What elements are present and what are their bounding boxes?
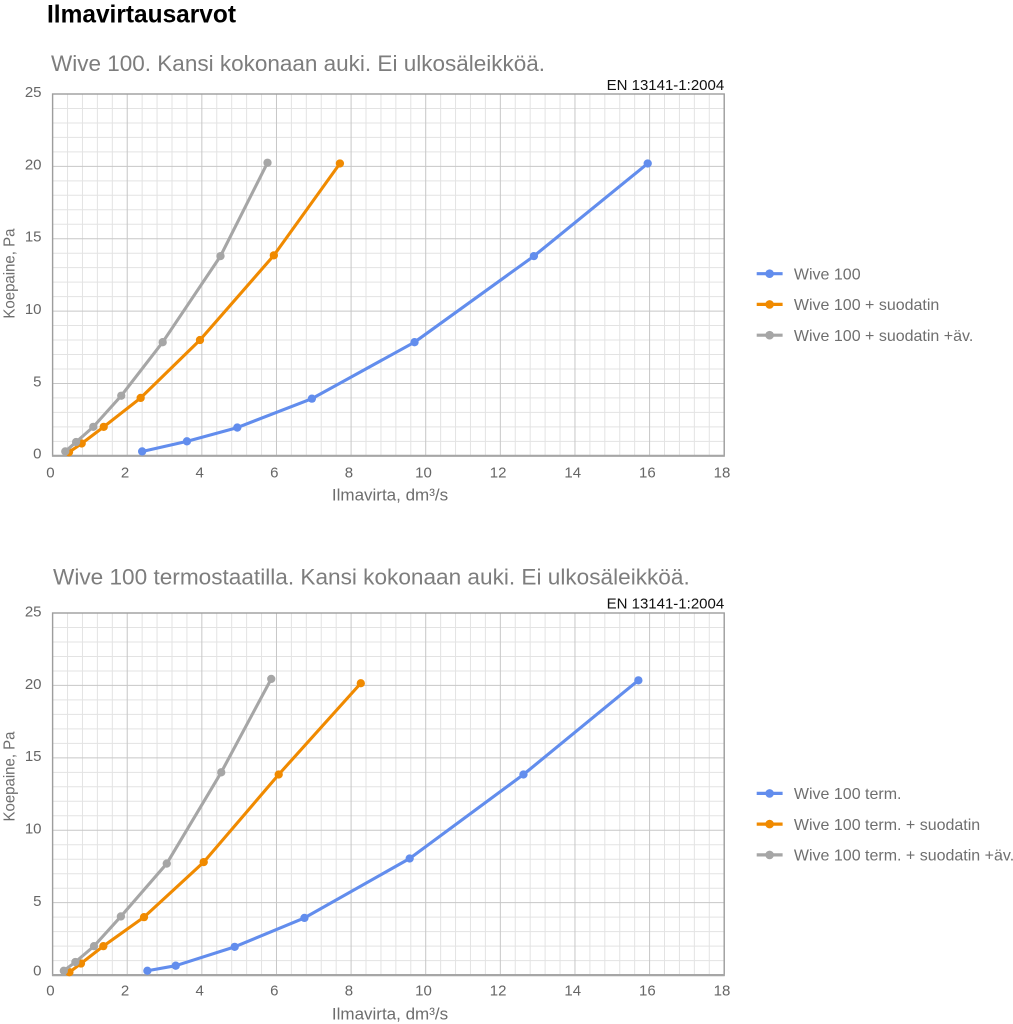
svg-text:16: 16 [639,982,656,999]
svg-text:14: 14 [564,982,581,999]
svg-text:Wive 100 term.: Wive 100 term. [794,786,902,803]
svg-text:25: 25 [25,84,42,101]
svg-text:8: 8 [345,465,353,482]
svg-text:10: 10 [25,821,42,838]
svg-text:Ilmavirtausarvot: Ilmavirtausarvot [47,1,237,29]
svg-text:Wive 100 term. + suodatin: Wive 100 term. + suodatin [794,817,980,834]
svg-text:0: 0 [33,446,41,463]
svg-text:2: 2 [121,465,129,482]
svg-text:12: 12 [490,465,507,482]
svg-text:Ilmavirta, dm³/s: Ilmavirta, dm³/s [332,486,448,505]
svg-text:0: 0 [46,982,54,999]
svg-text:18: 18 [714,465,731,482]
svg-text:5: 5 [33,373,41,390]
svg-text:Wive 100 termostaatilla. Kansi: Wive 100 termostaatilla. Kansi kokonaan … [53,565,690,590]
svg-text:16: 16 [639,465,656,482]
svg-text:0: 0 [46,465,54,482]
svg-text:14: 14 [564,465,581,482]
svg-text:EN 13141-1:2004: EN 13141-1:2004 [607,77,725,94]
svg-text:Wive 100: Wive 100 [794,266,861,283]
svg-text:2: 2 [121,982,129,999]
svg-text:Wive 100 + suodatin: Wive 100 + suodatin [794,297,939,314]
svg-text:Koepaine, Pa: Koepaine, Pa [2,229,19,319]
svg-text:Wive 100. Kansi kokonaan auki.: Wive 100. Kansi kokonaan auki. Ei ulkosä… [51,51,545,76]
svg-text:EN 13141-1:2004: EN 13141-1:2004 [607,596,725,613]
svg-text:Koepaine, Pa: Koepaine, Pa [2,731,19,821]
svg-text:5: 5 [33,893,41,910]
svg-text:4: 4 [195,465,203,482]
svg-text:12: 12 [490,982,507,999]
svg-text:0: 0 [33,962,41,979]
svg-text:Ilmavirta, dm³/s: Ilmavirta, dm³/s [332,1005,448,1024]
svg-text:25: 25 [25,603,42,620]
svg-text:15: 15 [25,748,42,765]
svg-text:15: 15 [25,229,42,246]
svg-text:Wive 100 term. + suodatin +äv.: Wive 100 term. + suodatin +äv. [794,848,1013,865]
svg-text:20: 20 [25,676,42,693]
svg-text:6: 6 [270,982,278,999]
svg-text:20: 20 [25,156,42,173]
svg-text:8: 8 [345,982,353,999]
svg-text:Wive 100 + suodatin +äv.: Wive 100 + suodatin +äv. [794,328,973,345]
svg-text:18: 18 [714,982,731,999]
svg-text:10: 10 [415,465,432,482]
svg-text:10: 10 [25,301,42,318]
svg-text:6: 6 [270,465,278,482]
svg-text:10: 10 [415,982,432,999]
svg-text:4: 4 [195,982,203,999]
